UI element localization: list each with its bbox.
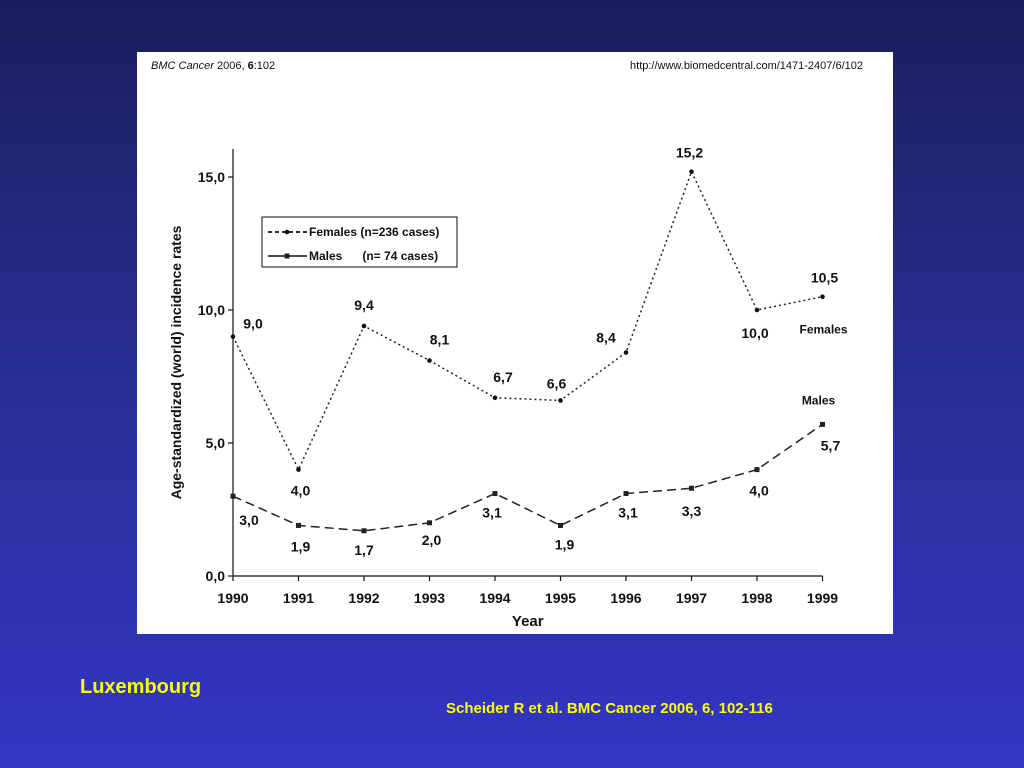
males-data-label: 3,0 [239,512,259,528]
y-tick-label: 0,0 [206,568,226,584]
females-data-label: 9,4 [354,297,374,313]
males-point [558,522,563,528]
females-point [754,307,760,313]
legend-females-marker [284,229,290,235]
females-point [230,334,236,339]
x-tick-label: 1992 [348,590,379,606]
males-point [427,520,432,526]
legend-males-marker [284,253,290,259]
x-axis-label: Year [512,613,544,630]
males-data-label: 1,9 [291,538,311,554]
females-series-line [232,169,823,472]
y-axis-label: Age-standardized (world) incidence rates [168,225,184,499]
females-data-label: 6,7 [493,369,513,385]
legend-males-label: Males (n= 74 cases) [309,249,438,263]
females-data-label: 6,6 [547,375,567,391]
citation-caption: Scheider R et al. BMC Cancer 2006, 6, 10… [446,700,773,717]
x-tick-label: 1993 [414,590,445,606]
legend-females-label: Females (n=236 cases) [309,225,439,239]
country-caption: Luxembourg [80,676,202,698]
males-point [361,528,367,534]
males-point [492,491,498,497]
males-data-label: 3,1 [482,505,502,521]
females-point [427,358,432,363]
males-data-label: 2,0 [422,532,442,548]
x-tick-label: 1999 [807,590,838,606]
journal-name: BMC Cancer [151,60,214,72]
males-point [689,485,694,491]
x-tick-label: 1997 [676,590,707,606]
males-data-label: 4,0 [749,483,769,499]
females-data-label: 8,4 [596,330,616,346]
males-point [623,491,629,497]
males-data-label: 3,1 [618,505,638,521]
y-tick-label: 15,0 [198,169,225,185]
females-point [492,395,498,401]
males-series-line [232,423,823,532]
x-tick-label: 1998 [741,590,772,606]
line-chart: 0,0 5,0 10,0 15,0 1990 1991 1992 1993 1994 1995 19… [168,145,848,630]
legend-box [261,216,458,268]
females-point [820,294,825,299]
journal-volume: 6 [247,60,254,72]
females-point [689,169,694,174]
x-tick-label: 1994 [479,590,510,606]
females-point [558,398,563,403]
y-tick-label: 10,0 [198,302,225,318]
females-data-label: 15,2 [676,145,703,161]
males-data-label: 3,3 [682,503,702,519]
journal-url: http://www.biomedcentral.com/1471-2407/6… [630,60,863,72]
journal-year: 2006, [213,60,248,72]
females-point [361,323,367,329]
figure-panel: BMC Cancer 2006, 6:102 http://www.biomed… [137,52,893,634]
females-end-label: Females [799,323,847,337]
males-point [820,421,825,427]
males-point [296,522,301,528]
females-point [296,467,301,472]
males-data-label: 5,7 [821,437,841,453]
males-data-label: 1,9 [555,536,575,552]
females-data-label: 10,0 [741,325,768,341]
males-end-label: Males [802,393,836,407]
y-tick-label: 5,0 [206,435,226,451]
x-tick-label: 1995 [545,590,576,606]
females-data-label: 4,0 [291,483,311,499]
journal-article: :102 [253,60,276,72]
males-point [754,467,760,473]
males-data-label: 1,7 [354,542,374,558]
x-tick-label: 1996 [610,590,641,606]
journal-header: BMC Cancer 2006, 6:102 [151,60,275,72]
x-tick-label: 1990 [217,590,248,606]
females-data-label: 10,5 [811,270,838,286]
x-tick-label: 1991 [283,590,314,606]
males-point [230,493,236,499]
females-data-label: 9,0 [243,316,263,332]
females-point [623,350,629,355]
females-data-label: 8,1 [430,332,450,348]
